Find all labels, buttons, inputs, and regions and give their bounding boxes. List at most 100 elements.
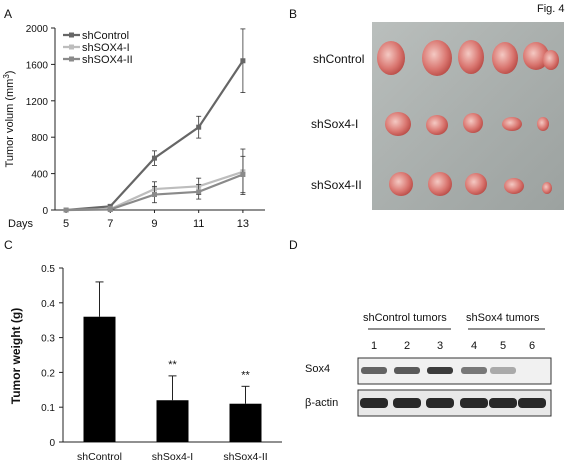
actin-band [489,398,517,408]
tumor [422,40,452,76]
tumor [428,172,452,196]
lane-number: 6 [529,340,535,352]
tumor [502,117,522,131]
y-tick-label: 1600 [26,60,49,71]
tumor [504,178,524,194]
sox4-band [461,367,487,374]
tumor [542,182,552,194]
legend-marker [69,32,74,38]
actin-band [393,398,421,408]
x-tick-label: shSox4-I [152,451,193,463]
lane-number: 3 [437,340,443,352]
y-tick-label: 1200 [26,97,49,108]
data-point [240,58,246,64]
lane-number: 2 [404,340,410,352]
x-tick-label: 5 [63,218,69,230]
tumor [377,41,405,75]
y-tick-label: 800 [31,133,48,144]
tumor [389,172,413,196]
tumor [537,117,549,131]
tumor-row-shcontrol [377,40,559,76]
panel-a-x-axis-label: Days [8,218,34,230]
x-tick-label: 11 [193,218,204,230]
tumor [543,50,559,70]
blot-bands-actin [360,398,546,408]
panel-a-ylabel-close: ) [4,71,16,75]
panel-b-tumor-photo: shControl shSox4-I shSox4-II [311,22,564,210]
actin-band [518,398,546,408]
y-tick-label: 0.4 [41,299,55,310]
panel-b-row-label-shsox4-i: shSox4-I [311,117,358,131]
y-tick-label: 0.3 [41,334,55,345]
panel-b-row-label-shsox4-ii: shSox4-II [311,178,362,192]
tumor [523,42,549,70]
blot-bands-sox4 [361,367,516,374]
panel-c-bars: shControl shSox4-I ** shSox4-II ** [77,281,268,463]
blot-group-label-shsox4: shSox4 tumors [466,312,540,324]
sox4-band [394,367,420,374]
data-point [240,172,246,178]
y-tick-label: 0.5 [41,264,55,275]
tumor [463,113,483,133]
y-tick-label: 0 [49,438,55,449]
panel-b-letter: B [289,7,297,21]
panel-c-bar-chart: Tumor weight (g) 0 0.1 0.2 0.3 0.4 0.5 shCont… [9,264,282,463]
panel-c-letter: C [4,238,13,252]
x-tick-label: 7 [107,218,113,230]
actin-band [426,398,454,408]
data-point [196,124,202,130]
data-point [196,189,202,195]
blot-membrane-sox4 [357,357,552,385]
data-point [151,192,157,198]
x-tick-label: shControl [77,451,122,463]
tumor-row-shsox4-ii [389,172,552,196]
x-tick-label: 13 [237,218,249,230]
tumor-row-shsox4-i [385,112,549,136]
significance-label: ** [241,369,250,381]
x-tick-label: 9 [151,218,157,230]
tumor [458,40,484,74]
legend-label: shControl [82,30,129,42]
legend-label: shSOX4-II [82,54,133,66]
blot-lane-numbers: 1 2 3 4 5 6 [371,340,535,352]
tumor [492,42,518,74]
tumor [385,112,411,136]
y-tick-label: 0.2 [41,368,55,379]
y-tick-label: 2000 [26,24,49,35]
panel-a-x-ticks: 5 7 9 11 13 [63,210,249,230]
lane-number: 5 [500,340,506,352]
panel-c-y-axis-label: Tumor weight (g) [9,308,23,404]
tumor [426,115,448,135]
sox4-band [361,367,387,374]
blot-group-label-shcontrol: shControl tumors [363,312,447,324]
panel-a-letter: A [4,7,12,21]
panel-c-y-ticks: 0 0.1 0.2 0.3 0.4 0.5 [41,264,63,449]
lane-number: 4 [471,340,477,352]
actin-band [460,398,488,408]
bar [156,400,189,442]
panel-a-ylabel-sup: 3 [2,74,11,79]
lane-number: 1 [371,340,377,352]
bar [83,316,116,442]
bar [229,403,262,442]
legend-label: shSOX4-I [82,42,130,54]
panel-a-y-ticks: 0 400 800 1200 1600 2000 [26,24,55,217]
sox4-band [490,367,516,374]
sox4-band [427,367,453,374]
blot-row-label-actin: β-actin [305,397,338,409]
panel-a-y-axis-label: Tumor volum (mm3) [2,71,17,168]
legend-marker [69,44,74,50]
data-point [151,155,157,161]
panel-d-western-blot: shControl tumors shSox4 tumors 1 2 3 4 5 6 So… [305,312,552,417]
legend-marker [69,56,74,62]
panel-a-ylabel-main: Tumor volum (mm [4,79,16,168]
figure-label: Fig. 4 [537,3,565,15]
significance-label: ** [168,359,177,371]
panel-a-line-chart: Tumor volum (mm3) Days 0 400 800 1200 1600 20… [2,24,265,230]
panel-b-row-label-shcontrol: shControl [313,52,364,66]
data-point [107,207,113,213]
tumor [465,173,487,195]
y-tick-label: 0 [42,206,48,217]
